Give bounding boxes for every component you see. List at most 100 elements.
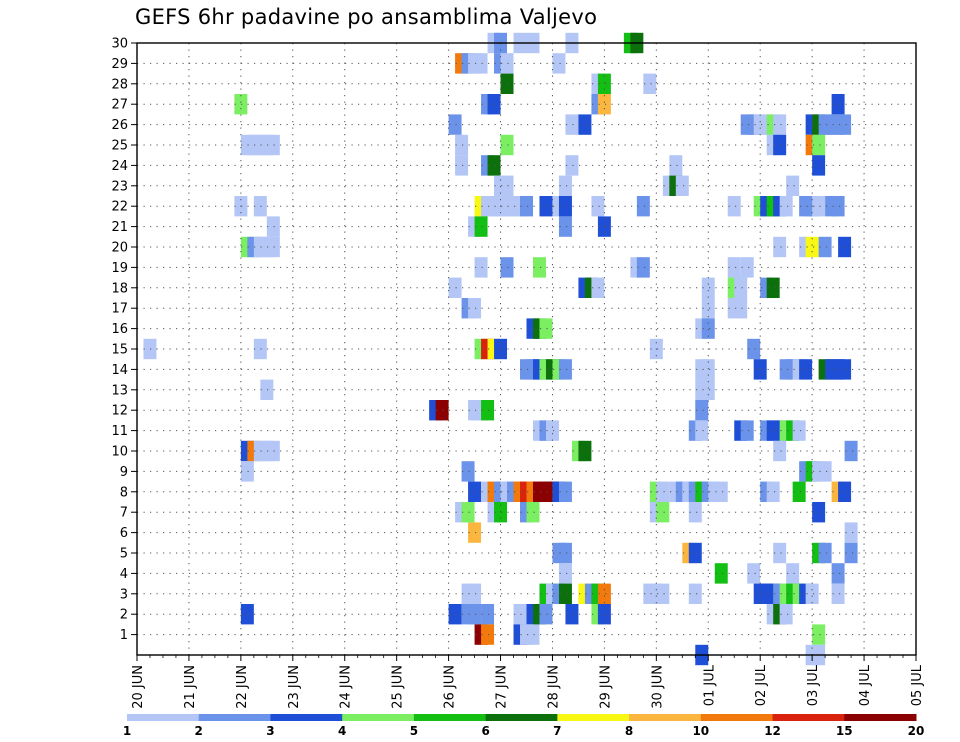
precip-cell <box>468 583 482 604</box>
precip-cell <box>779 196 793 217</box>
y-tick-label: 25 <box>111 139 128 154</box>
legend-swatch <box>772 714 845 721</box>
precip-cell <box>558 359 572 380</box>
precip-cell <box>805 583 819 604</box>
x-tick-label: 30 JUN <box>650 665 665 709</box>
precip-cell <box>455 134 469 156</box>
precip-cell <box>558 196 572 217</box>
precip-cell <box>468 298 482 319</box>
precip-cell <box>234 94 248 115</box>
precip-cell <box>500 257 514 278</box>
precip-cell <box>812 624 826 645</box>
precip-cell <box>688 542 702 564</box>
x-tick-label: 25 JUN <box>391 665 406 709</box>
precip-cell <box>558 563 572 584</box>
precip-cell <box>558 175 572 196</box>
y-tick-label: 22 <box>111 200 128 215</box>
precip-cell <box>545 420 559 441</box>
precip-cell <box>818 461 832 482</box>
precip-cell <box>727 196 741 217</box>
precip-cell <box>695 420 709 441</box>
precip-cell <box>461 461 475 482</box>
precip-cell <box>773 440 787 462</box>
precip-cell <box>266 216 280 237</box>
precip-cell <box>578 114 592 135</box>
y-tick-label: 27 <box>111 98 128 113</box>
x-tick-label: 23 JUN <box>287 665 302 709</box>
y-tick-label: 15 <box>111 343 128 358</box>
legend-label: 2 <box>195 724 203 738</box>
precip-cell <box>812 502 826 523</box>
precip-cell <box>773 542 787 564</box>
x-tick-label: 02 JUL <box>754 664 769 706</box>
x-tick-label: 28 JUN <box>546 665 561 709</box>
precip-cell <box>688 583 702 604</box>
y-tick-label: 13 <box>111 383 128 398</box>
precip-cell <box>747 563 761 584</box>
legend-swatch <box>342 714 415 721</box>
precip-cell <box>565 155 579 176</box>
y-tick-label: 19 <box>111 261 128 276</box>
precip-cell <box>266 134 280 156</box>
legend-swatch <box>413 714 487 721</box>
precip-cell <box>701 277 715 298</box>
precip-cell <box>838 481 852 502</box>
precip-cell <box>786 175 800 196</box>
precip-cell <box>734 277 748 298</box>
y-tick-label: 2 <box>120 608 128 623</box>
legend-label: 3 <box>266 724 274 738</box>
precip-cell <box>786 563 800 584</box>
x-tick-label: 20 JUN <box>131 665 146 709</box>
precip-cell <box>844 440 858 462</box>
precip-cell <box>487 94 501 115</box>
precip-cell <box>656 583 670 604</box>
legend-swatch <box>557 714 630 721</box>
y-tick-label: 11 <box>111 424 128 439</box>
x-tick-label: 01 JUL <box>702 664 717 706</box>
precip-cell <box>578 440 592 462</box>
y-tick-label: 28 <box>111 77 128 92</box>
precip-cell <box>636 196 650 217</box>
legend-label: 8 <box>625 724 633 738</box>
precip-cell <box>240 461 254 482</box>
precip-cell <box>838 236 852 258</box>
precip-cell <box>597 73 611 94</box>
precip-cell <box>539 196 553 217</box>
y-tick-label: 8 <box>120 485 128 500</box>
precip-cell <box>805 236 819 258</box>
legend-label: 12 <box>764 724 781 738</box>
precip-cell <box>597 216 611 237</box>
precip-cell <box>266 440 280 462</box>
precip-cell <box>468 481 482 502</box>
precip-cell <box>838 359 852 380</box>
precip-cell <box>669 155 683 176</box>
y-tick-label: 18 <box>111 281 128 296</box>
precip-cell <box>831 94 845 115</box>
x-tick-label: 29 JUN <box>598 665 613 709</box>
precip-cell <box>558 481 572 502</box>
y-tick-label: 6 <box>120 526 128 541</box>
precip-cell <box>812 196 826 217</box>
precip-cell <box>714 481 728 502</box>
precip-cell <box>773 114 787 135</box>
y-tick-label: 21 <box>111 220 128 235</box>
precip-cell <box>266 236 280 258</box>
precip-cell <box>591 277 605 298</box>
legend-label: 15 <box>836 724 853 738</box>
precip-cell <box>753 359 767 380</box>
precip-cell <box>818 542 832 564</box>
precip-cell <box>526 502 540 523</box>
precip-cell <box>565 604 579 625</box>
precip-cell <box>500 53 514 74</box>
legend-label: 20 <box>908 724 925 738</box>
precip-cell <box>448 114 462 135</box>
precip-cell <box>656 481 670 502</box>
precip-cell <box>773 236 787 258</box>
legend-swatch <box>485 714 558 721</box>
precip-cell <box>597 583 611 604</box>
precip-cell <box>701 298 715 319</box>
precip-cell <box>831 563 845 584</box>
y-tick-label: 30 <box>111 37 128 52</box>
precip-cell <box>474 53 488 74</box>
